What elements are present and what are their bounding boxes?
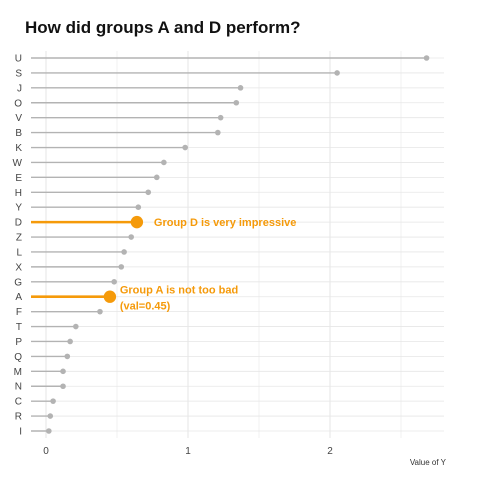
point-E <box>153 174 160 181</box>
point-D <box>130 215 144 229</box>
chart-title: How did groups A and D perform? <box>25 18 301 37</box>
point-W <box>161 159 167 166</box>
y-tick-label-Y: Y <box>15 203 22 214</box>
y-tick-label-A: A <box>15 292 22 303</box>
point-U <box>423 55 430 61</box>
annotations: Group D is very impressive Group A is not… <box>120 217 297 313</box>
y-tick-label-D: D <box>15 218 22 229</box>
point-I <box>46 428 52 434</box>
grid <box>31 51 444 438</box>
point-V <box>217 114 224 121</box>
y-tick-label-C: C <box>15 397 22 408</box>
y-tick-label-N: N <box>15 382 22 393</box>
y-tick-label-G: G <box>14 277 22 288</box>
y-tick-label-P: P <box>15 337 22 348</box>
y-tick-label-R: R <box>15 412 22 423</box>
y-tick-label-L: L <box>16 247 22 258</box>
y-tick-label-K: K <box>15 143 22 154</box>
point-A <box>103 290 117 303</box>
y-tick-label-J: J <box>17 83 22 94</box>
y-tick-label-E: E <box>15 173 22 184</box>
point-L <box>121 249 127 255</box>
point-Y <box>135 204 142 210</box>
y-tick-label-W: W <box>13 158 23 169</box>
point-T <box>73 323 79 330</box>
point-R <box>47 413 54 419</box>
point-Q <box>64 353 71 360</box>
y-tick-label-I: I <box>19 427 22 438</box>
stems <box>31 57 427 432</box>
x-tick-label: 2 <box>327 446 333 457</box>
annotation-D: Group D is very impressive <box>154 217 296 229</box>
y-tick-label-V: V <box>15 113 22 124</box>
point-O <box>233 99 240 106</box>
y-tick-label-M: M <box>14 367 22 378</box>
y-tick-label-U: U <box>15 54 22 65</box>
annotation-A: (val=0.45) <box>120 301 171 313</box>
point-S <box>334 70 340 76</box>
point-Z <box>128 234 134 240</box>
point-C <box>50 398 56 404</box>
y-tick-label-Z: Z <box>16 233 22 244</box>
point-H <box>145 189 152 196</box>
point-J <box>237 85 244 91</box>
y-tick-label-Q: Q <box>14 352 22 363</box>
point-G <box>111 279 117 285</box>
y-tick-label-H: H <box>15 188 22 199</box>
point-X <box>118 264 125 270</box>
y-tick-label-X: X <box>15 262 22 273</box>
x-tick-label: 0 <box>43 446 49 457</box>
y-tick-label-T: T <box>16 322 22 333</box>
point-P <box>67 338 73 345</box>
point-M <box>60 368 66 375</box>
y-tick-label-O: O <box>14 98 22 109</box>
dots <box>46 55 430 434</box>
annotation-A: Group A is not too bad <box>120 285 238 297</box>
x-axis-title: Value of Y <box>410 458 447 467</box>
y-tick-label-B: B <box>15 128 22 139</box>
point-F <box>97 308 103 315</box>
point-N <box>60 383 66 390</box>
point-B <box>215 129 221 136</box>
x-tick-label: 1 <box>185 446 191 457</box>
y-tick-label-S: S <box>15 68 22 79</box>
point-K <box>182 144 188 151</box>
y-tick-label-F: F <box>16 307 22 318</box>
